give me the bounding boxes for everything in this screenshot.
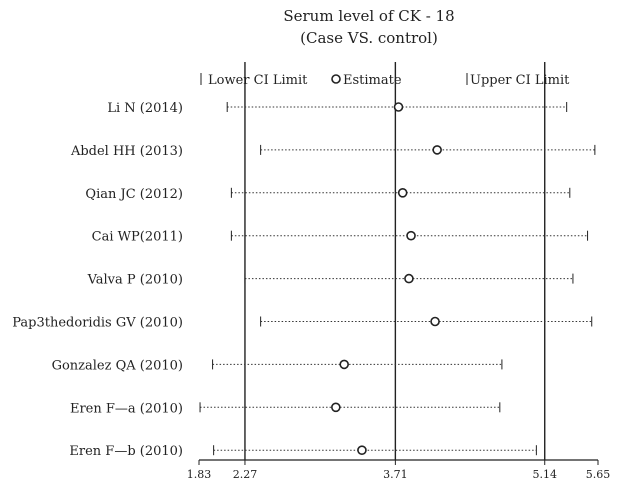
- study-label-2: Qian JC (2012): [85, 187, 183, 202]
- estimate-marker-0: [393, 102, 404, 112]
- estimate-marker-2: [397, 188, 408, 198]
- legend-upper-label: Upper CI Limit: [470, 73, 570, 88]
- x-tick-label-2: 3.71: [383, 468, 408, 481]
- x-tick-label-1: 2.27: [233, 468, 258, 481]
- legend-estimate-marker: [331, 74, 341, 84]
- study-label-0: Li N (2014): [107, 101, 183, 116]
- estimate-marker-7: [331, 402, 341, 413]
- estimate-marker-8: [357, 445, 367, 456]
- chart-title: Serum level of CK - 18: [283, 7, 454, 25]
- study-label-7: Eren F—a (2010): [70, 401, 183, 416]
- chart-subtitle: (Case VS. control): [300, 29, 438, 47]
- plot-area: 1.83 2.27 3.71 5.14 5.65 Li N (2014) Abdel HH …: [12, 62, 610, 481]
- x-tick-label-4: 5.65: [586, 468, 611, 481]
- estimate-marker-3: [406, 230, 416, 241]
- estimate-marker-5: [430, 316, 440, 327]
- legend: Lower CI Limit Estimate Upper CI Limit: [200, 73, 570, 88]
- study-label-5: Pap3thedoridis GV (2010): [12, 316, 183, 331]
- legend-estimate-label: Estimate: [343, 73, 402, 88]
- study-label-4: Valva P (2010): [87, 273, 183, 288]
- x-tick-label-3: 5.14: [532, 468, 557, 481]
- study-label-3: Cai WP(2011): [92, 230, 183, 245]
- x-tick-label-0: 1.83: [187, 468, 212, 481]
- study-label-6: Gonzalez QA (2010): [52, 358, 183, 373]
- estimate-marker-4: [404, 273, 414, 284]
- estimate-marker-1: [432, 145, 442, 155]
- study-label-1: Abdel HH (2013): [70, 144, 183, 159]
- estimate-marker-6: [339, 359, 349, 370]
- legend-lower-label: Lower CI Limit: [208, 73, 308, 88]
- study-label-8: Eren F—b (2010): [69, 444, 183, 459]
